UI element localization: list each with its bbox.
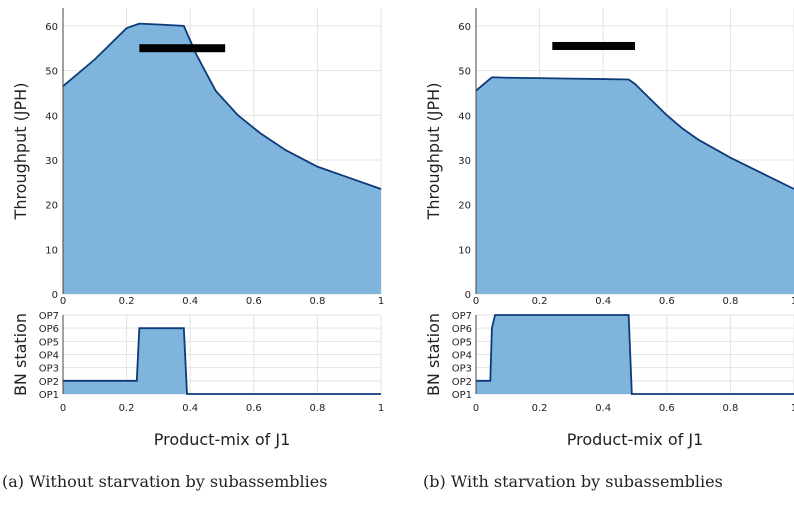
- x-tick-label: 0.6: [246, 296, 262, 307]
- x-tick-label: 0.2: [532, 403, 548, 414]
- y-tick-label: OP2: [39, 377, 59, 388]
- y-tick-label: 40: [45, 111, 58, 122]
- y-tick-label: OP3: [452, 364, 472, 375]
- y-tick-label: OP1: [452, 390, 472, 401]
- y-tick-label: OP4: [39, 351, 59, 362]
- x-tick-label: 0.6: [246, 403, 262, 414]
- caption-b: (b) With starvation by subassemblies: [423, 472, 723, 491]
- range-bar: [139, 44, 226, 53]
- y-tick-label: OP3: [39, 364, 59, 375]
- x-tick-label: 0.4: [595, 296, 611, 307]
- caption-a: (a) Without starvation by subassemblies: [2, 472, 328, 491]
- y-tick-label: OP5: [39, 337, 59, 348]
- x-tick-label: 0: [60, 296, 66, 307]
- x-tick-label: 0.4: [182, 296, 198, 307]
- x-axis-label: Product-mix of J1: [567, 430, 704, 449]
- x-tick-label: 0: [60, 403, 66, 414]
- y-tick-label: 40: [458, 111, 471, 122]
- range-bar: [552, 41, 635, 50]
- y-tick-label: 50: [458, 67, 471, 78]
- y-tick-label: 30: [45, 156, 58, 167]
- y-axis-label: Throughput (JPH): [11, 83, 30, 221]
- bn-area: [476, 315, 794, 394]
- x-tick-label: 0.6: [659, 403, 675, 414]
- y-tick-label: OP4: [452, 351, 472, 362]
- y-tick-label: OP1: [39, 390, 59, 401]
- y-tick-label: OP7: [39, 311, 59, 322]
- y-tick-label: OP7: [452, 311, 472, 322]
- x-tick-label: 0.8: [309, 403, 325, 414]
- y-tick-label: 0: [465, 290, 471, 301]
- x-tick-label: 0.6: [659, 296, 675, 307]
- y-tick-label: 10: [458, 245, 471, 256]
- y-tick-label: 0: [52, 290, 58, 301]
- bn-line: [476, 314, 794, 395]
- x-tick-label: 0.8: [722, 403, 738, 414]
- x-tick-label: 0.8: [309, 296, 325, 307]
- x-tick-label: 0.2: [532, 296, 548, 307]
- x-tick-label: 1: [378, 296, 384, 307]
- x-tick-label: 0.2: [119, 403, 135, 414]
- x-tick-label: 1: [791, 296, 794, 307]
- x-tick-label: 0: [473, 296, 479, 307]
- x-tick-label: 0.4: [182, 403, 198, 414]
- y-tick-label: 10: [45, 245, 58, 256]
- throughput-area: [63, 23, 381, 294]
- bn-line: [63, 327, 381, 395]
- y-tick-label: OP6: [39, 324, 59, 335]
- x-tick-label: 0.8: [722, 296, 738, 307]
- x-tick-label: 0: [473, 403, 479, 414]
- y-tick-label: 50: [45, 67, 58, 78]
- throughput-line: [62, 22, 382, 190]
- y-tick-label: 20: [458, 201, 471, 212]
- bn-area: [63, 328, 381, 394]
- y-tick-label: 20: [45, 201, 58, 212]
- throughput-line: [475, 76, 794, 190]
- x-tick-label: 0.4: [595, 403, 611, 414]
- y-tick-label: OP6: [452, 324, 472, 335]
- y-tick-label: 60: [45, 22, 58, 33]
- y-tick-label: 60: [458, 22, 471, 33]
- x-axis-label: Product-mix of J1: [154, 430, 291, 449]
- y-axis-label: Throughput (JPH): [424, 83, 443, 221]
- x-tick-label: 0.2: [119, 296, 135, 307]
- throughput-area: [476, 77, 794, 294]
- x-tick-label: 1: [791, 403, 794, 414]
- y-tick-label: OP2: [452, 377, 472, 388]
- y-axis-label: BN station: [424, 313, 443, 396]
- y-tick-label: OP5: [452, 337, 472, 348]
- y-axis-label: BN station: [11, 313, 30, 396]
- y-tick-label: 30: [458, 156, 471, 167]
- x-tick-label: 1: [378, 403, 384, 414]
